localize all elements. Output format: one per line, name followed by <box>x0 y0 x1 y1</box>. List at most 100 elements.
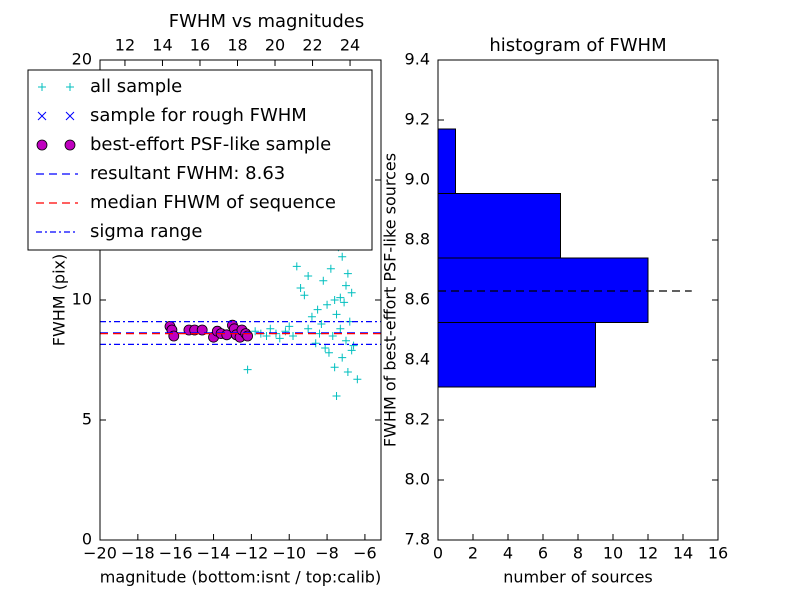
x-tick-label: 16 <box>708 544 728 563</box>
legend-marker <box>38 83 46 91</box>
point <box>319 276 328 285</box>
point <box>243 365 252 374</box>
y-tick-label: 8.6 <box>405 290 430 309</box>
x-tick-label: −12 <box>234 544 268 563</box>
x-tick-label: −16 <box>159 544 193 563</box>
x2-tick-label: 18 <box>227 36 247 55</box>
point <box>313 305 322 314</box>
legend-marker <box>65 111 75 121</box>
legend: all sample sample for rough FWHM best-effo… <box>27 69 373 251</box>
bar <box>437 322 596 388</box>
y-tick-label: 10 <box>72 290 92 309</box>
point <box>285 322 294 331</box>
point <box>336 293 345 302</box>
x2-tick-label: 24 <box>340 36 360 55</box>
x2-tick-label: 14 <box>152 36 172 55</box>
y-tick-label: 0 <box>82 530 92 549</box>
point <box>304 324 313 333</box>
legend-marker <box>36 139 48 151</box>
point <box>338 353 347 362</box>
legend-label: median FHWM of sequence <box>90 192 336 213</box>
y-axis-label: FWHM (pix) <box>50 254 69 347</box>
point <box>317 320 326 328</box>
y-tick-label: 7.8 <box>405 530 430 549</box>
x-tick-label: 12 <box>638 544 658 563</box>
chart-title: FWHM vs magnitudes <box>169 11 364 32</box>
point <box>347 288 356 297</box>
x2-tick-label: 12 <box>115 36 135 55</box>
x-tick-label: −10 <box>272 544 306 563</box>
point <box>311 339 320 348</box>
x-tick-label: −18 <box>121 544 155 563</box>
point <box>336 324 345 333</box>
y-axis-label: FWHM of best-effort PSF-like sources <box>381 153 400 447</box>
axes-frame <box>437 59 719 541</box>
point <box>323 300 332 309</box>
point <box>338 252 347 261</box>
point <box>289 332 298 340</box>
x-axis-label: number of sources <box>503 568 653 587</box>
legend-marker <box>37 111 47 121</box>
point <box>307 312 316 321</box>
y-tick-label: 20 <box>72 50 92 69</box>
point <box>251 327 260 336</box>
x-tick-label: 8 <box>573 544 583 563</box>
y-tick-label: 8.0 <box>405 470 430 489</box>
x2-tick-label: 22 <box>302 36 322 55</box>
y-tick-label: 9.4 <box>405 50 430 69</box>
y-tick-label: 9.2 <box>405 110 430 129</box>
chart-title: histogram of FWHM <box>489 35 666 56</box>
x-axis-label: magnitude (bottom:isnt / top:calib) <box>100 568 381 587</box>
x-tick-label: 2 <box>468 544 478 563</box>
point <box>341 336 350 345</box>
x-tick-label: −6 <box>353 544 377 563</box>
y-tick-label: 8.4 <box>405 350 430 369</box>
point <box>326 264 335 273</box>
x-tick-label: −8 <box>315 544 339 563</box>
point <box>304 272 313 280</box>
legend-label: resultant FWHM: 8.63 <box>90 163 285 184</box>
legend-label: sample for rough FWHM <box>90 105 307 126</box>
point <box>349 341 358 350</box>
x2-tick-label: 20 <box>265 36 285 55</box>
x-tick-label: −20 <box>83 544 117 563</box>
plot-area <box>100 221 381 400</box>
point <box>296 284 305 292</box>
legend-label: best-effort PSF-like sample <box>90 134 331 155</box>
x-tick-label: 14 <box>673 544 693 563</box>
axes-frame <box>99 59 382 541</box>
point <box>328 332 337 340</box>
bar <box>437 257 649 323</box>
x-tick-label: −14 <box>197 544 231 563</box>
x-tick-label: 4 <box>503 544 513 563</box>
bar <box>437 193 561 259</box>
point <box>300 291 309 300</box>
point <box>330 363 339 372</box>
x-tick-label: 10 <box>603 544 623 563</box>
bar <box>437 128 456 194</box>
legend-marker <box>66 83 74 91</box>
point <box>262 332 271 340</box>
point <box>275 334 284 343</box>
point <box>324 348 333 357</box>
legend-marker <box>64 139 76 151</box>
point <box>330 296 339 304</box>
point <box>332 392 341 400</box>
y-tick-label: 8.2 <box>405 410 430 429</box>
point <box>292 262 301 271</box>
y-tick-label: 5 <box>82 410 92 429</box>
point <box>353 375 362 384</box>
legend-label: sigma range <box>90 221 202 242</box>
x-tick-label: 0 <box>433 544 443 563</box>
point <box>340 298 349 307</box>
point <box>347 346 356 355</box>
y-tick-label: 8.8 <box>405 230 430 249</box>
point <box>266 324 275 333</box>
point <box>343 269 352 278</box>
point <box>343 368 352 376</box>
point <box>321 344 330 352</box>
point <box>332 310 341 319</box>
legend-box <box>27 69 373 251</box>
x2-tick-label: 16 <box>190 36 210 55</box>
